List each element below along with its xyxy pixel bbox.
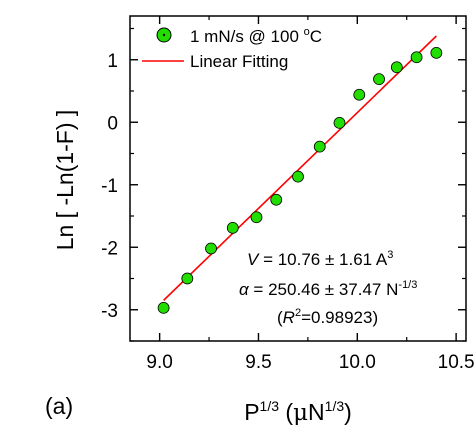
data-point [410,51,423,64]
data-point [430,46,443,59]
legend-marker-dot [162,33,166,37]
data-point [226,221,239,234]
data-point [157,301,170,314]
data-point [333,116,346,129]
panel-label: (a) [45,393,73,419]
data-points [157,46,443,314]
x-tick-label: 9.5 [245,352,271,373]
legend-label-scatter: 1 mN/s @ 100 oC [190,26,322,46]
data-point [292,170,304,183]
data-point [205,242,217,255]
data-point [373,73,385,86]
y-axis-label: Ln [ -Ln(1-F) ] [52,110,78,251]
fit-annotations: V = 10.76 ± 1.61 A3 α = 250.46 ± 37.47 N… [239,249,417,327]
linear-fit-line [163,35,437,301]
y-tick-label: -3 [101,301,118,322]
y-tick-label: -2 [101,238,118,259]
annotation-alpha: α = 250.46 ± 37.47 N-1/3 [239,279,417,299]
data-point [270,193,283,206]
data-point [250,211,263,224]
data-point [181,272,194,285]
legend-label-fit: Linear Fitting [190,52,288,71]
x-axis-label: P1/3 (μN1/3) [244,398,352,426]
legend: 1 mN/s @ 100 oC Linear Fitting [142,26,322,71]
annotation-r-squared: (R2=0.98923) [277,307,378,327]
y-tick-label: 0 [107,113,118,134]
annotation-volume: V = 10.76 ± 1.61 A3 [247,249,393,269]
x-tick-label: 9.0 [146,352,172,373]
data-point [390,61,403,74]
x-tick-label: 10.0 [339,352,376,373]
data-point [313,140,326,153]
data-point [353,88,366,101]
x-tick-label: 10.5 [438,352,474,373]
axis-tick-labels: 9.0 9.5 10.0 10.5 -3 -2 -1 0 1 [101,51,474,373]
y-tick-label: -1 [101,176,118,197]
axis-ticks [130,16,466,342]
plot-frame [129,15,467,342]
y-tick-label: 1 [107,51,118,72]
